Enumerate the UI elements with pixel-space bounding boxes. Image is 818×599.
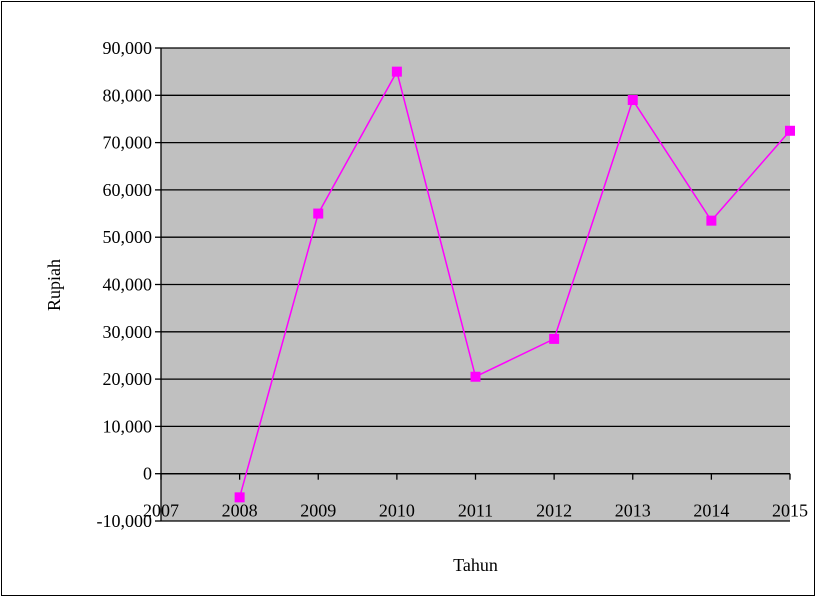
- y-tick-labels: -10,000 0 10,000 20,000 30,000 40,000 50,000 60…: [97, 38, 153, 531]
- x-tick-labels: 2007 2008 2009 2010 2011 2012 2013 2014 2015: [143, 501, 808, 521]
- y-axis-title: Rupiah: [44, 259, 64, 311]
- y-tick-label: 80,000: [103, 85, 153, 105]
- y-tick-label: 90,000: [103, 38, 153, 58]
- y-tick-label: 30,000: [103, 322, 153, 342]
- data-point: [313, 208, 324, 219]
- data-point: [785, 125, 795, 136]
- series-line: [238, 69, 791, 498]
- x-tick-label: 2012: [536, 501, 572, 521]
- y-tick-label: -10,000: [97, 511, 153, 531]
- data-point: [391, 66, 402, 77]
- data-point: [549, 333, 560, 344]
- y-tick-label: 10,000: [103, 416, 153, 436]
- y-tick-label: 0: [143, 464, 152, 484]
- series-layer: [234, 66, 795, 503]
- data-point: [234, 492, 245, 503]
- x-tick-label: 2009: [300, 501, 336, 521]
- y-tick-label: 20,000: [103, 369, 153, 389]
- y-tick-label: 60,000: [103, 180, 153, 200]
- x-tick-label: 2013: [615, 501, 651, 521]
- y-tick-label: 40,000: [103, 275, 153, 295]
- x-tick-label: 2011: [458, 501, 493, 521]
- x-tick-label: 2015: [772, 501, 808, 521]
- data-point: [706, 215, 717, 226]
- axes: [160, 48, 791, 521]
- x-tick-label: 2008: [222, 501, 258, 521]
- y-tick-label: 70,000: [103, 133, 153, 153]
- data-point: [470, 371, 481, 382]
- x-tick-label: 2010: [379, 501, 415, 521]
- x-tick-label: 2007: [143, 501, 179, 521]
- data-point: [627, 95, 638, 106]
- y-tick-label: 50,000: [103, 227, 153, 247]
- x-tick-label: 2014: [693, 501, 729, 521]
- x-axis-title: Tahun: [453, 555, 498, 575]
